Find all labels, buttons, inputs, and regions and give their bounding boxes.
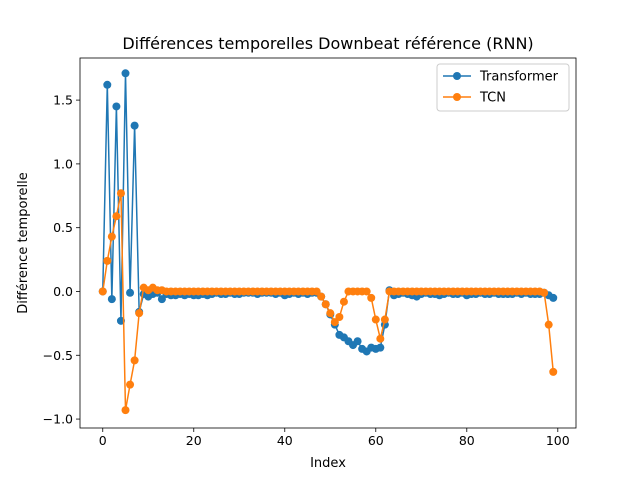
legend-label-tcn: TCN [479,91,506,106]
legend: Transformer TCN [436,63,570,112]
data-point-tcn [544,320,553,329]
data-point-tcn [540,288,549,297]
data-point-transformer [353,337,362,346]
y-tick-label: 1.5 [53,93,73,108]
plot-area [80,58,576,428]
data-point-tcn [103,256,112,265]
data-point-tcn [339,297,348,306]
legend-label-transformer: Transformer [479,70,559,85]
data-point-transformer [112,102,121,111]
y-axis-label: Différence temporelle [16,172,31,313]
series-tcn [98,189,558,415]
data-point-transformer [107,295,116,304]
data-point-transformer [126,288,135,297]
y-tick-label: 0.5 [53,220,73,235]
y-tick-label: −0.5 [43,348,73,363]
y-tick-label: 1.0 [53,156,73,171]
x-axis-label: Index [310,456,346,471]
data-point-tcn [549,367,558,376]
x-tick-label: 40 [277,433,293,448]
x-tick-label: 0 [99,433,107,448]
data-point-transformer [376,343,385,352]
data-point-tcn [376,334,385,343]
data-point-transformer [157,295,166,304]
data-point-transformer [130,121,139,130]
series-layer [98,69,558,415]
legend-marker-tcn [453,93,461,101]
data-point-tcn [371,315,380,324]
data-point-tcn [330,318,339,327]
data-point-tcn [362,287,371,296]
y-tick-label: 0.0 [53,284,73,299]
x-tick-label: 80 [459,433,475,448]
data-point-tcn [312,287,321,296]
data-point-tcn [107,232,116,241]
data-point-tcn [326,309,335,318]
data-point-transformer [549,293,558,302]
y-axis: −1.0 −0.5 0.0 0.5 1.0 1.5 [43,93,80,427]
data-point-tcn [335,313,344,321]
x-tick-label: 100 [546,433,570,448]
data-point-tcn [317,292,326,301]
data-point-tcn [112,212,121,221]
data-point-tcn [121,406,130,415]
x-tick-label: 20 [186,433,202,448]
chart-title: Différences temporelles Downbeat référen… [122,34,533,53]
data-point-tcn [116,189,125,198]
data-point-tcn [126,380,135,389]
y-tick-label: −1.0 [43,412,73,427]
data-point-tcn [321,300,330,309]
data-point-tcn [367,293,376,302]
x-axis: 0 20 40 60 80 100 [99,428,570,448]
data-point-transformer [121,69,130,78]
data-point-tcn [380,315,389,324]
plot-frame [79,57,577,429]
data-point-tcn [135,309,144,318]
legend-marker-transformer [453,72,461,80]
data-point-tcn [98,287,107,296]
data-point-tcn [130,356,139,365]
data-point-transformer [103,80,112,89]
x-tick-label: 60 [368,433,384,448]
